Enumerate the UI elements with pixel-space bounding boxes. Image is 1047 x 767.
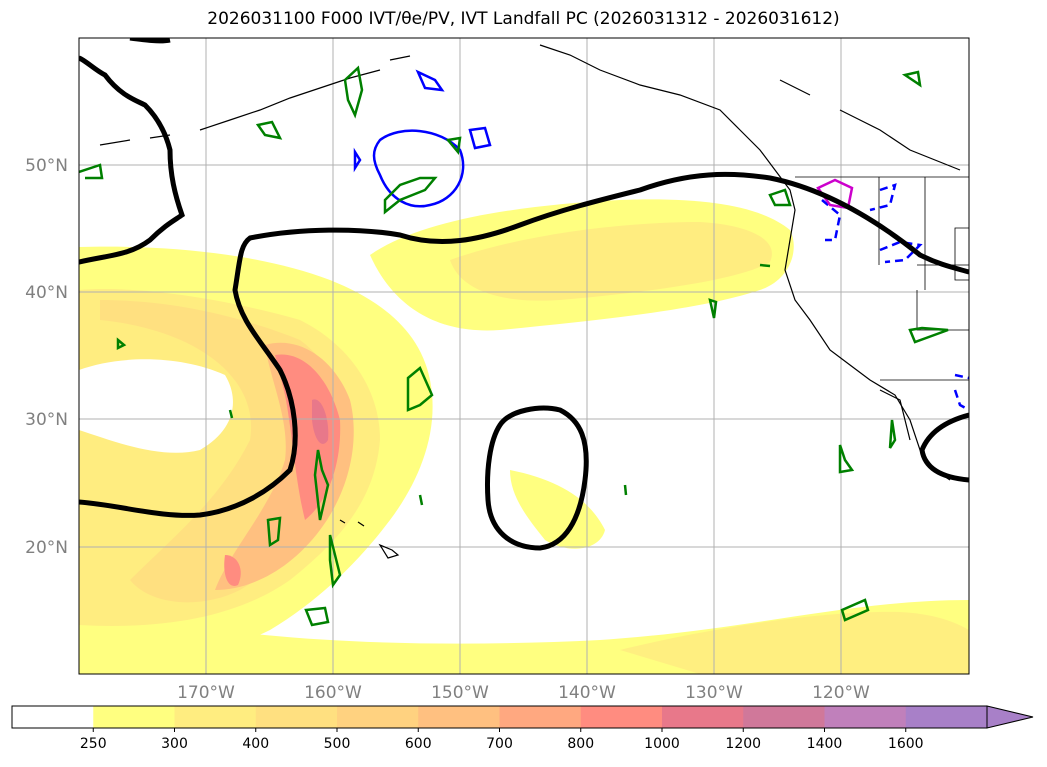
colorbar-tick-label: 300 (161, 736, 188, 752)
lat-label-30n: 30°N (25, 410, 68, 430)
map-title: 2026031100 F000 IVT/θe/PV, IVT Landfall … (207, 9, 840, 29)
pv-contours (353, 69, 969, 412)
colorbar-segment (662, 706, 744, 728)
colorbar-segment (824, 706, 907, 728)
colorbar-tick-label: 250 (80, 736, 107, 752)
coastlines (99, 44, 961, 559)
landfall-pc-contour (816, 178, 854, 210)
colorbar-segment (174, 706, 257, 728)
colorbar-segment (255, 706, 338, 728)
colorbar-segment (337, 706, 419, 728)
colorbar: 250 300 400 500 600 700 800 1000 1200 1400 1600 (11, 705, 1034, 752)
lon-label-120w: 120°W (812, 683, 870, 703)
colorbar-tick-label: 700 (486, 736, 513, 752)
lat-label-40n: 40°N (25, 283, 68, 303)
colorbar-tick-label: 1200 (725, 736, 761, 752)
heavy-contours (79, 38, 969, 551)
colorbar-tick-label: 1000 (644, 736, 680, 752)
lon-label-150w: 150°W (431, 683, 489, 703)
colorbar-segment (418, 706, 500, 728)
lat-label-20n: 20°N (25, 538, 68, 558)
colorbar-tick-label: 400 (242, 736, 269, 752)
colorbar-segment (580, 706, 663, 728)
theta-e-contours (79, 65, 949, 627)
colorbar-tick-label: 800 (567, 736, 594, 752)
longitude-labels: 170°W 160°W 150°W 140°W 130°W 120°W (177, 683, 870, 703)
colorbar-tick-label: 1600 (888, 736, 924, 752)
map-panel (79, 38, 969, 674)
map-frame (78, 37, 970, 675)
colorbar-segment (499, 706, 582, 728)
colorbar-segment (93, 706, 175, 728)
colorbar-segment (12, 706, 94, 728)
lon-label-170w: 170°W (177, 683, 235, 703)
borders (795, 176, 969, 381)
lon-label-160w: 160°W (304, 683, 362, 703)
ivt-shading (79, 199, 969, 674)
colorbar-segment (905, 706, 988, 728)
lon-label-130w: 130°W (685, 683, 743, 703)
lat-label-50n: 50°N (25, 156, 68, 176)
colorbar-extend-arrow (986, 705, 1034, 729)
colorbar-segment (743, 706, 825, 728)
lon-label-140w: 140°W (558, 683, 616, 703)
colorbar-tick-label: 1400 (807, 736, 843, 752)
colorbar-tick-label: 500 (324, 736, 351, 752)
colorbar-tick-label: 600 (405, 736, 432, 752)
latitude-labels: 50°N 40°N 30°N 20°N (25, 156, 68, 558)
